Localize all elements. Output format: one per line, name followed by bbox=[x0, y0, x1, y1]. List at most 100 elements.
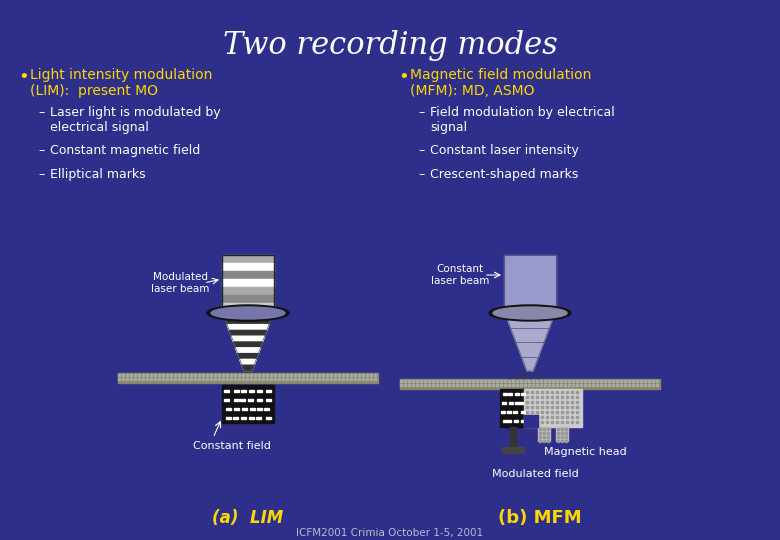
Bar bbox=[556, 380, 558, 382]
Bar bbox=[278, 378, 280, 380]
Bar bbox=[134, 378, 136, 380]
Bar bbox=[576, 411, 578, 413]
Bar bbox=[202, 374, 204, 376]
Bar bbox=[122, 378, 124, 380]
Bar bbox=[150, 378, 152, 380]
Bar bbox=[500, 389, 524, 427]
Bar bbox=[432, 384, 434, 386]
Bar bbox=[596, 384, 598, 386]
Bar bbox=[539, 432, 541, 434]
Bar bbox=[571, 421, 573, 423]
Bar bbox=[206, 374, 208, 376]
Bar bbox=[400, 384, 402, 386]
Bar bbox=[452, 380, 454, 382]
Bar bbox=[504, 380, 506, 382]
Bar bbox=[541, 391, 543, 393]
Bar bbox=[154, 378, 156, 380]
Bar bbox=[571, 411, 573, 413]
Bar bbox=[552, 384, 554, 386]
Bar bbox=[536, 416, 538, 418]
Bar bbox=[560, 384, 562, 386]
Bar bbox=[130, 374, 132, 376]
Bar bbox=[572, 384, 574, 386]
Bar bbox=[218, 378, 220, 380]
Bar bbox=[338, 378, 340, 380]
Text: Magnetic head: Magnetic head bbox=[544, 447, 626, 457]
Bar bbox=[576, 380, 578, 382]
Bar bbox=[548, 384, 550, 386]
Bar bbox=[656, 380, 658, 382]
Bar bbox=[546, 411, 548, 413]
Bar bbox=[270, 378, 272, 380]
Bar bbox=[334, 378, 336, 380]
Bar bbox=[222, 385, 274, 423]
Bar bbox=[551, 406, 553, 408]
Bar bbox=[240, 399, 245, 401]
Bar bbox=[565, 440, 567, 442]
Bar bbox=[210, 374, 212, 376]
Bar bbox=[504, 255, 556, 311]
Bar bbox=[510, 427, 516, 447]
Bar bbox=[222, 271, 274, 279]
Bar bbox=[576, 406, 578, 408]
Bar bbox=[624, 384, 626, 386]
Bar bbox=[514, 420, 518, 422]
Text: Constant magnetic field: Constant magnetic field bbox=[50, 144, 200, 157]
Bar bbox=[571, 396, 573, 398]
Bar bbox=[561, 391, 563, 393]
Bar bbox=[526, 401, 528, 403]
Bar bbox=[526, 406, 528, 408]
Bar bbox=[310, 378, 312, 380]
Polygon shape bbox=[236, 348, 261, 354]
Bar bbox=[130, 378, 132, 380]
Bar bbox=[346, 374, 348, 376]
Bar bbox=[154, 374, 156, 376]
Bar bbox=[547, 440, 549, 442]
Bar bbox=[318, 378, 320, 380]
Bar bbox=[400, 380, 402, 382]
Bar bbox=[198, 374, 200, 376]
Bar bbox=[428, 380, 430, 382]
Bar bbox=[612, 384, 614, 386]
Bar bbox=[504, 255, 556, 311]
Bar bbox=[561, 401, 563, 403]
Bar bbox=[652, 384, 654, 386]
Bar bbox=[500, 384, 502, 386]
Bar bbox=[298, 374, 300, 376]
Bar bbox=[644, 384, 646, 386]
Bar bbox=[354, 378, 356, 380]
Bar bbox=[322, 374, 324, 376]
Bar bbox=[616, 380, 618, 382]
Bar bbox=[561, 411, 563, 413]
Bar bbox=[592, 380, 594, 382]
Bar bbox=[134, 374, 136, 376]
Text: •: • bbox=[18, 68, 29, 86]
Bar bbox=[492, 384, 494, 386]
Bar bbox=[254, 378, 256, 380]
Bar bbox=[520, 384, 522, 386]
Bar bbox=[571, 401, 573, 403]
Bar bbox=[566, 396, 568, 398]
Bar bbox=[294, 378, 296, 380]
Bar bbox=[507, 411, 511, 413]
Bar bbox=[370, 374, 372, 376]
Bar bbox=[266, 399, 271, 401]
Bar bbox=[504, 384, 506, 386]
Bar bbox=[539, 436, 541, 438]
Bar bbox=[561, 440, 563, 442]
Bar bbox=[532, 384, 534, 386]
Bar bbox=[230, 374, 232, 376]
Bar bbox=[294, 374, 296, 376]
Bar bbox=[566, 421, 568, 423]
Bar bbox=[452, 384, 454, 386]
Bar bbox=[524, 389, 582, 427]
Bar bbox=[564, 384, 566, 386]
Bar bbox=[561, 432, 563, 434]
Bar bbox=[374, 374, 376, 376]
Bar bbox=[222, 287, 274, 295]
Bar bbox=[456, 384, 458, 386]
Bar bbox=[302, 374, 304, 376]
Bar bbox=[541, 411, 543, 413]
Bar bbox=[508, 380, 510, 382]
Bar bbox=[432, 380, 434, 382]
